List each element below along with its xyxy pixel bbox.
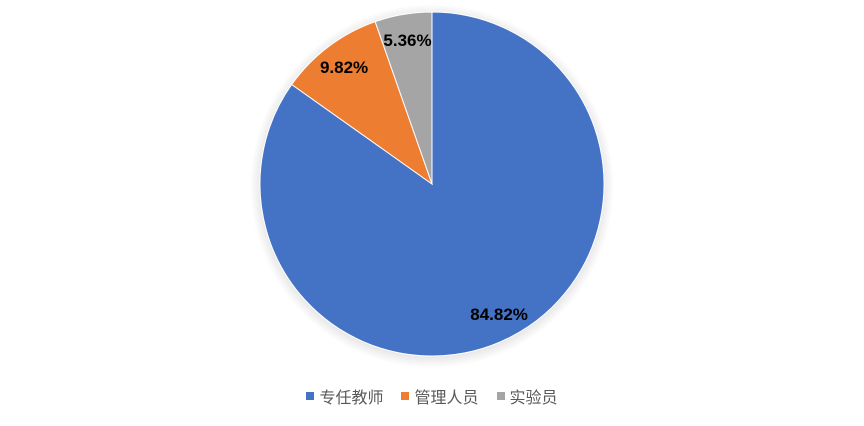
data-label-1: 84.82% xyxy=(470,305,528,324)
legend-label: 实验员 xyxy=(509,388,558,407)
legend-label: 专任教师 xyxy=(319,388,384,407)
pie-slice-3 xyxy=(374,11,433,185)
legend-swatch xyxy=(306,392,315,400)
legend-item-1: 专任教师 xyxy=(306,384,383,408)
legend-label: 管理人员 xyxy=(414,388,479,407)
legend-swatch xyxy=(401,392,410,400)
data-label-2: 9.82% xyxy=(320,58,368,77)
legend-item-3: 实验员 xyxy=(496,384,558,408)
data-label-3: 5.36% xyxy=(383,31,431,50)
legend-item-2: 管理人员 xyxy=(401,384,479,408)
legend-swatch xyxy=(496,392,505,400)
pie-slice-2 xyxy=(291,21,433,186)
legend: 专任教师 管理人员 实验员 xyxy=(0,384,864,408)
